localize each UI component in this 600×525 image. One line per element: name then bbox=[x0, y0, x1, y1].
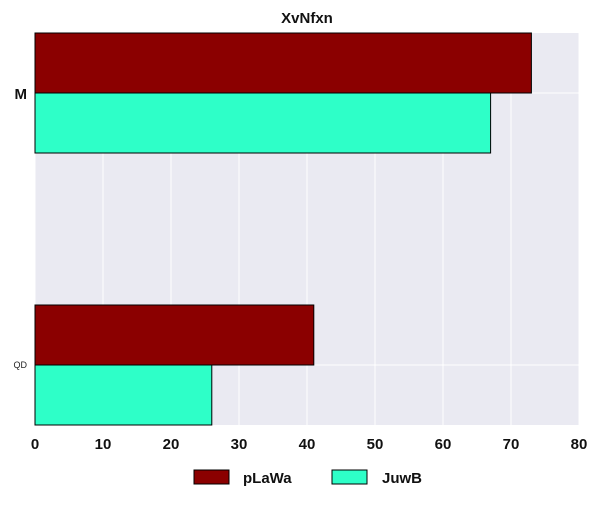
x-tick-label: 20 bbox=[163, 436, 180, 453]
bar-JuwB-QD bbox=[34, 364, 213, 426]
x-tick-label: 0 bbox=[31, 436, 39, 453]
legend: pLaWa JuwB bbox=[193, 469, 422, 487]
x-tick-label: 30 bbox=[231, 436, 248, 453]
bar-JuwB-M bbox=[34, 92, 492, 154]
y-axis-ticks: M QD bbox=[14, 86, 28, 370]
x-tick-label: 80 bbox=[571, 436, 588, 453]
bar-pLaWa-QD bbox=[34, 304, 315, 366]
x-tick-label: 10 bbox=[95, 436, 112, 453]
bars bbox=[34, 32, 532, 426]
y-tick-label: M bbox=[15, 86, 28, 103]
x-tick-label: 50 bbox=[367, 436, 384, 453]
legend-swatch-JuwB bbox=[331, 469, 368, 485]
x-tick-label: 60 bbox=[435, 436, 452, 453]
x-tick-label: 70 bbox=[503, 436, 520, 453]
x-axis-ticks: 0 10 20 30 40 50 60 70 80 bbox=[31, 436, 588, 453]
legend-label: pLaWa bbox=[243, 470, 292, 487]
chart-title: XvNfxn bbox=[281, 10, 333, 27]
legend-label: JuwB bbox=[382, 470, 422, 487]
bar-pLaWa-M bbox=[34, 32, 532, 94]
y-tick-label: QD bbox=[14, 360, 28, 370]
x-tick-label: 40 bbox=[299, 436, 316, 453]
legend-swatch-pLaWa bbox=[193, 469, 230, 485]
